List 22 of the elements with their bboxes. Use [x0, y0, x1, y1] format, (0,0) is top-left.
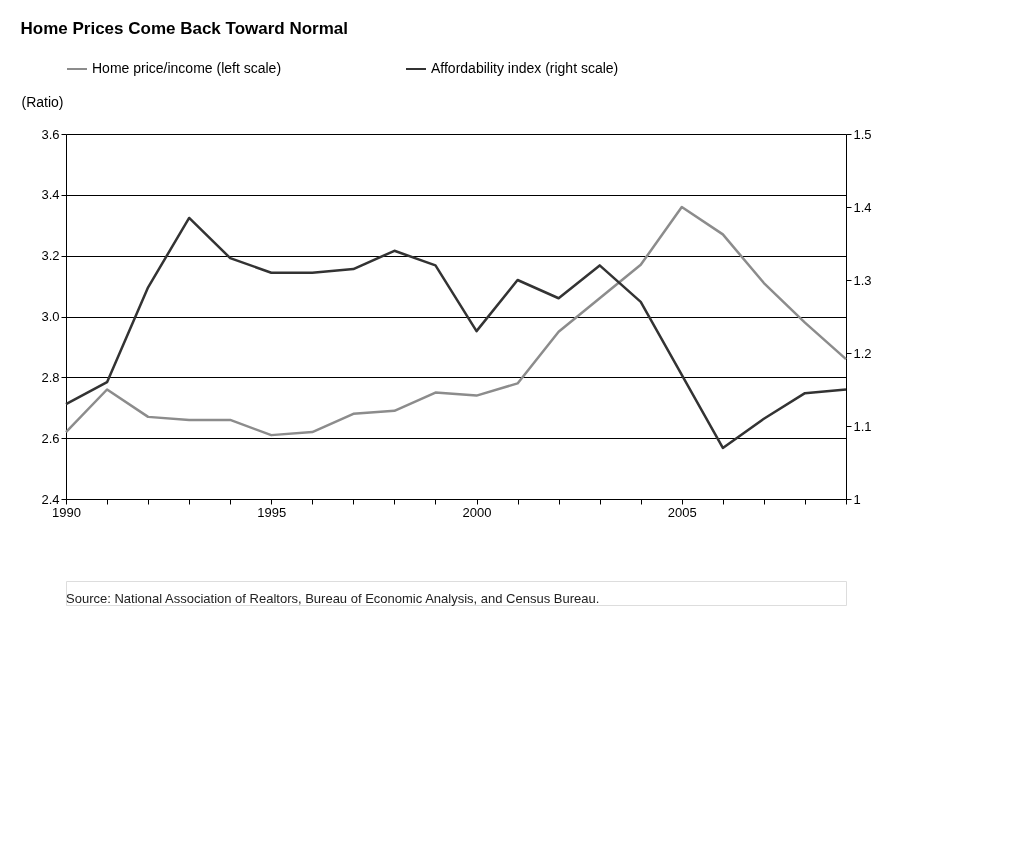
- y-axis-title: (Ratio): [21, 93, 64, 110]
- x-tick-label: 1995: [257, 504, 287, 520]
- x-tick-label: 2005: [667, 504, 697, 520]
- y-tick-label: 3.0: [41, 309, 60, 324]
- y-tick-label: 3.4: [41, 187, 60, 203]
- y2-tick-label: 1.3: [853, 272, 872, 288]
- legend-label: Affordability index (right scale): [431, 60, 619, 76]
- y-tick-label: 3.2: [41, 248, 60, 264]
- x-tick-label: 1990: [52, 504, 81, 520]
- y-tick-label: 2.8: [41, 369, 60, 385]
- y-tick-label: 2.4: [41, 491, 60, 507]
- y2-tick-label: 1.5: [853, 126, 872, 142]
- chart-title: Home Prices Come Back Toward Normal: [20, 19, 349, 38]
- y2-tick-label: 1.1: [853, 418, 872, 434]
- y-tick-label: 3.6: [41, 126, 60, 142]
- y2-tick-label: 1.4: [853, 199, 872, 215]
- y2-tick-label: 1: [853, 491, 861, 507]
- x-tick-label: 2000: [462, 504, 492, 520]
- y2-tick-label: 1.2: [853, 345, 872, 361]
- y-tick-label: 2.6: [41, 430, 60, 446]
- legend-label: Home price/income (left scale): [92, 60, 282, 76]
- source-note: Source: National Association of Realtors, Bureau of Economic Analysis, and Census Bureau.: [66, 591, 600, 606]
